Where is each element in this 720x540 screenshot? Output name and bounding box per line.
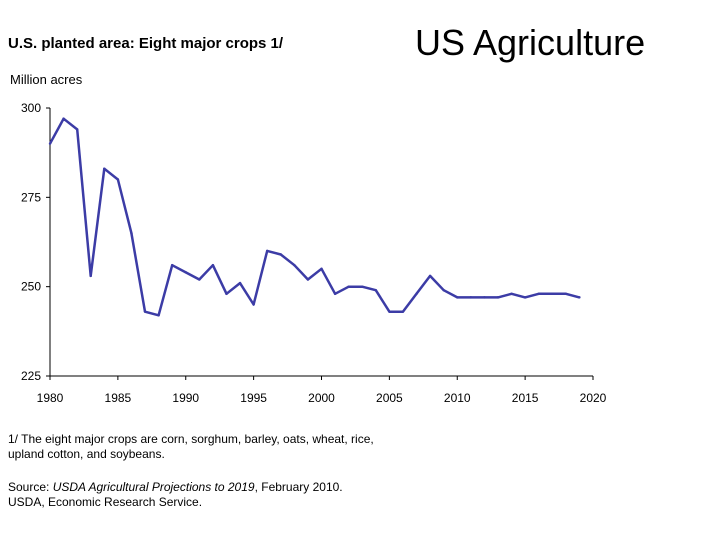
- data-point: [293, 264, 296, 267]
- data-point: [103, 167, 106, 170]
- data-point: [388, 310, 391, 313]
- data-point: [483, 296, 486, 299]
- data-point: [279, 253, 282, 256]
- axes: 300 275 250 225 1980 1985 1990 1995 2000 2005 2010…: [21, 101, 607, 405]
- data-point: [48, 142, 52, 145]
- data-point: [306, 278, 310, 281]
- data-point: [89, 274, 92, 278]
- data-point: [62, 117, 65, 120]
- data-point: [442, 289, 445, 292]
- x-tick-label: 2015: [512, 391, 539, 405]
- source-line-2: USDA, Economic Research Service.: [8, 495, 203, 509]
- data-point: [428, 274, 432, 278]
- data-point: [496, 296, 500, 299]
- source-date: , February 2010.: [254, 480, 343, 494]
- data-point: [75, 128, 79, 131]
- data-point: [238, 281, 242, 285]
- data-point: [252, 303, 255, 306]
- data-point: [564, 292, 568, 296]
- data-point: [225, 292, 228, 296]
- source-label: Source:: [8, 480, 53, 494]
- data-point: [170, 264, 174, 267]
- data-point: [401, 310, 405, 313]
- data-point: [523, 296, 527, 299]
- x-tick-label: 1995: [240, 391, 267, 405]
- data-point: [469, 296, 473, 299]
- data-point: [551, 292, 554, 296]
- series-layer: [48, 117, 581, 317]
- data-point: [211, 264, 215, 267]
- source-line-1: Source: USDA Agricultural Projections to…: [8, 480, 428, 495]
- data-point: [333, 292, 337, 296]
- data-point: [157, 314, 160, 317]
- data-point: [347, 285, 350, 288]
- x-tick-label: 1990: [172, 391, 199, 405]
- data-point: [510, 292, 513, 296]
- series-line-0: [48, 117, 580, 317]
- data-point: [198, 278, 201, 281]
- data-point: [415, 292, 418, 296]
- data-point: [456, 296, 459, 299]
- y-tick-label: 275: [21, 190, 41, 204]
- x-tick-label: 2005: [376, 391, 403, 405]
- data-point: [578, 296, 581, 299]
- data-point: [143, 310, 147, 313]
- x-tick-label: 1985: [105, 391, 132, 405]
- data-point: [116, 178, 120, 181]
- slide-title: US Agriculture: [415, 22, 646, 63]
- data-point: [361, 285, 364, 288]
- x-tick-label: 1980: [37, 391, 64, 405]
- footnote-line-1: 1/ The eight major crops are corn, sorgh…: [8, 432, 374, 446]
- y-axis-label: Million acres: [10, 72, 83, 87]
- x-tick-label: 2000: [308, 391, 335, 405]
- x-tick-label: 2020: [580, 391, 607, 405]
- data-point: [537, 292, 540, 296]
- source-note: Source: USDA Agricultural Projections to…: [8, 480, 428, 510]
- y-tick-label: 225: [21, 369, 41, 383]
- data-point: [130, 231, 133, 235]
- data-point: [320, 267, 323, 270]
- data-point: [374, 289, 377, 292]
- y-tick-label: 300: [21, 101, 41, 115]
- y-tick-label: 250: [21, 280, 41, 294]
- source-publication: USDA Agricultural Projections to 2019: [52, 480, 255, 494]
- data-point: [184, 271, 187, 274]
- x-tick-label: 2010: [444, 391, 471, 405]
- data-point: [266, 249, 269, 253]
- footnote: 1/ The eight major crops are corn, sorgh…: [8, 432, 428, 462]
- chart-title: U.S. planted area: Eight major crops 1/: [8, 35, 284, 52]
- footnote-line-2: upland cotton, and soybeans.: [8, 447, 165, 461]
